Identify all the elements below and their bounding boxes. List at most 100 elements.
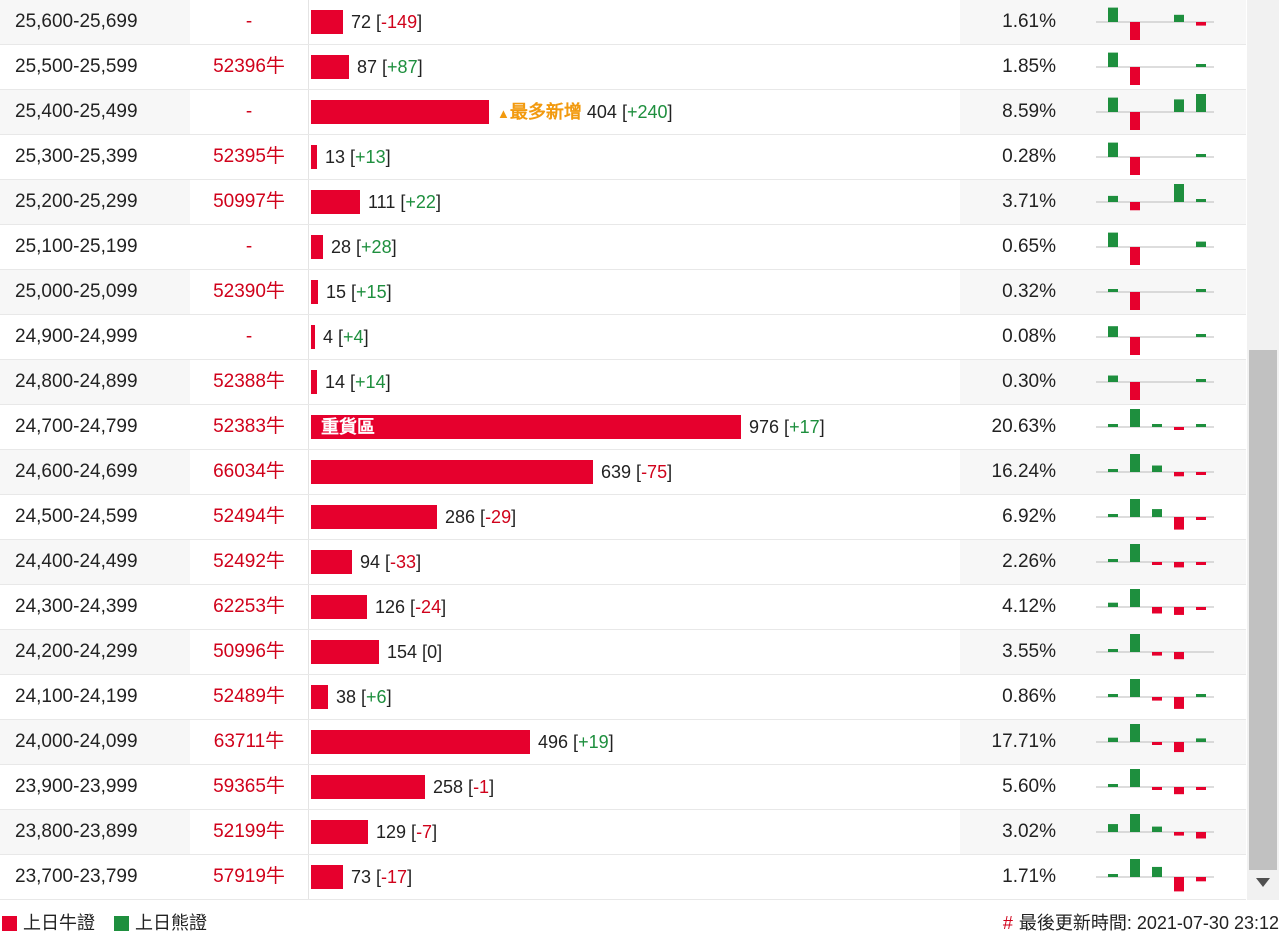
warrant-code-link[interactable]: 52396牛	[190, 45, 308, 89]
percentage: 1.61%	[1002, 11, 1056, 32]
quantity-bar-cell: 15 [+15]	[308, 270, 960, 314]
table-row: 24,800-24,899 52388牛 14 [+14] 0.30%	[0, 360, 1246, 405]
table-row: 24,500-24,599 52494牛 286 [-29] 6.92%	[0, 495, 1246, 540]
sparkline-bar	[1196, 562, 1206, 565]
table-row: 25,600-25,699 - 72 [-149] 1.61%	[0, 0, 1246, 45]
quantity-change: -1	[473, 777, 490, 797]
quantity-bar	[311, 10, 343, 34]
sparkline-bar	[1130, 724, 1140, 742]
sparkline-bar	[1108, 559, 1118, 562]
sparkline-bar	[1174, 562, 1184, 568]
sparkline-bar	[1108, 375, 1118, 382]
history-sparkline	[1096, 360, 1216, 404]
sparkline-bar	[1196, 22, 1206, 26]
history-sparkline	[1096, 315, 1216, 359]
history-sparkline	[1096, 675, 1216, 719]
quantity-text: 72 [-149]	[351, 12, 423, 32]
warrant-code-link[interactable]: 50996牛	[190, 630, 308, 674]
history-sparkline	[1096, 765, 1216, 809]
quantity-value: 87	[357, 57, 378, 77]
quantity-change: -149	[381, 12, 418, 32]
quantity-text: 976 [+17]	[749, 417, 825, 437]
sparkline-bar	[1108, 326, 1118, 337]
warrant-code-link[interactable]: 52390牛	[190, 270, 308, 314]
sparkline-bar	[1152, 509, 1162, 517]
sparkline-bar	[1196, 154, 1206, 157]
percentage: 0.65%	[1002, 236, 1056, 257]
quantity-bar	[311, 775, 425, 799]
sparkline-bar	[1196, 738, 1206, 742]
history-sparkline	[1096, 225, 1216, 269]
quantity-bar	[311, 190, 360, 214]
table-row: 23,900-23,999 59365牛 258 [-1] 5.60%	[0, 765, 1246, 810]
warrant-code-link[interactable]: 52395牛	[190, 135, 308, 179]
sparkline-bar	[1108, 52, 1118, 67]
percentage: 0.08%	[1002, 326, 1056, 347]
warrant-code-link[interactable]: 66034牛	[190, 450, 308, 494]
warrant-code-link[interactable]: 52489牛	[190, 675, 308, 719]
sparkline-bar	[1152, 866, 1162, 877]
scroll-down-arrow-icon[interactable]	[1256, 878, 1270, 887]
percentage: 0.28%	[1002, 146, 1056, 167]
quantity-bar-cell: 72 [-149]	[308, 0, 960, 44]
history-sparkline	[1096, 450, 1216, 494]
sparkline-bar	[1130, 634, 1140, 652]
warrant-code-link[interactable]: 52494牛	[190, 495, 308, 539]
strike-range: 25,400-25,499	[15, 101, 138, 122]
sparkline-bar	[1196, 424, 1206, 427]
sparkline-bar	[1130, 157, 1140, 175]
strike-range: 25,300-25,399	[15, 146, 138, 167]
table-row: 25,300-25,399 52395牛 13 [+13] 0.28%	[0, 135, 1246, 180]
warrant-code-link[interactable]: 52199牛	[190, 810, 308, 854]
warrant-code-link[interactable]: 50997牛	[190, 180, 308, 224]
sparkline-bar	[1196, 334, 1206, 337]
sparkline-bar	[1152, 742, 1162, 745]
sparkline-bar	[1174, 517, 1184, 530]
heavy-zone-label: 重貨區	[321, 417, 375, 437]
sparkline-bar	[1108, 514, 1118, 517]
sparkline-bar	[1108, 874, 1118, 877]
quantity-bar-cell: 87 [+87]	[308, 45, 960, 89]
warrant-code-link[interactable]: 57919牛	[190, 855, 308, 899]
quantity-value: 28	[331, 237, 352, 257]
strike-range: 25,600-25,699	[15, 11, 138, 32]
quantity-bar-cell: 38 [+6]	[308, 675, 960, 719]
quantity-change: -17	[381, 867, 408, 887]
quantity-text: 129 [-7]	[376, 822, 438, 842]
quantity-bar	[311, 100, 489, 124]
quantity-bar-cell: 重貨區 976 [+17]	[308, 405, 960, 449]
bull-legend-swatch-icon	[2, 916, 17, 931]
sparkline-bar	[1196, 64, 1206, 67]
warrant-code-link[interactable]: 59365牛	[190, 765, 308, 809]
scrollbar-thumb[interactable]	[1249, 350, 1277, 870]
quantity-bar	[311, 820, 368, 844]
quantity-text: 4 [+4]	[323, 327, 369, 347]
sparkline-bar	[1130, 22, 1140, 40]
warrant-code-link[interactable]: 63711牛	[190, 720, 308, 764]
history-sparkline	[1096, 540, 1216, 584]
sparkline-bar	[1174, 652, 1184, 660]
warrant-code-link[interactable]: 52492牛	[190, 540, 308, 584]
sparkline-bar	[1108, 97, 1118, 112]
last-updated: # 最後更新時間: 2021-07-30 23:12	[1003, 904, 1279, 942]
quantity-value: 639	[601, 462, 632, 482]
sparkline-bar	[1108, 694, 1118, 697]
quantity-bar-cell: 129 [-7]	[308, 810, 960, 854]
percentage: 3.71%	[1002, 191, 1056, 212]
bull-bear-distribution-table: 25,600-25,699 - 72 [-149] 1.61% 25,500-25,59…	[0, 0, 1246, 900]
quantity-bar	[311, 685, 328, 709]
warrant-code-link[interactable]: 52383牛	[190, 405, 308, 449]
warrant-code-link[interactable]: 62253牛	[190, 585, 308, 629]
history-sparkline	[1096, 405, 1216, 449]
warrant-code-link[interactable]: 52388牛	[190, 360, 308, 404]
history-sparkline	[1096, 90, 1216, 134]
quantity-change: +19	[578, 732, 609, 752]
quantity-value: 126	[375, 597, 406, 617]
sparkline-bar	[1130, 859, 1140, 877]
quantity-value: 13	[325, 147, 346, 167]
sparkline-bar	[1108, 195, 1118, 202]
quantity-text: 154 [0]	[387, 642, 443, 662]
sparkline-bar	[1130, 382, 1140, 400]
sparkline-bar	[1130, 112, 1140, 130]
quantity-text: 286 [-29]	[445, 507, 517, 527]
